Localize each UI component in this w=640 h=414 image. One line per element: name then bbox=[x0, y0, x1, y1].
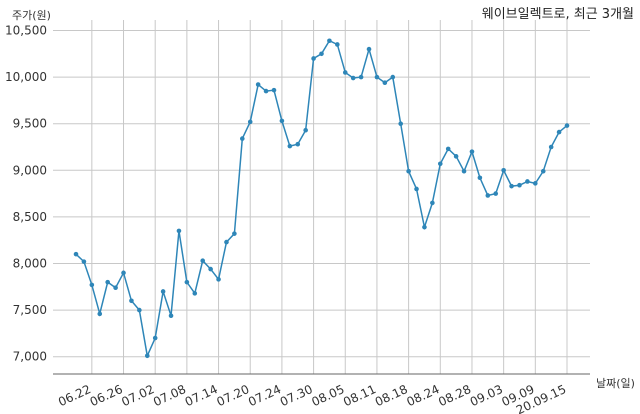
data-point bbox=[422, 224, 427, 230]
data-point bbox=[445, 146, 451, 152]
data-point bbox=[176, 228, 182, 234]
data-point bbox=[200, 258, 206, 264]
data-point bbox=[327, 38, 332, 44]
price-line bbox=[75, 39, 568, 359]
y-tick-label: 9,500 bbox=[13, 117, 47, 131]
y-tick-label: 10,000 bbox=[5, 70, 47, 84]
data-point bbox=[81, 259, 87, 264]
data-point bbox=[414, 186, 419, 192]
data-point bbox=[184, 279, 190, 285]
x-axis-label: 날짜(일) bbox=[596, 376, 635, 390]
data-point bbox=[97, 311, 103, 317]
data-point bbox=[137, 307, 142, 313]
data-point bbox=[232, 231, 237, 236]
y-tick-label: 8,500 bbox=[13, 210, 47, 224]
data-point bbox=[366, 46, 372, 52]
data-point bbox=[73, 251, 79, 257]
data-point bbox=[255, 82, 261, 87]
data-point bbox=[311, 56, 316, 61]
data-point bbox=[192, 291, 198, 296]
data-point bbox=[152, 335, 158, 341]
y-tick-label: 7,000 bbox=[13, 350, 47, 364]
data-point bbox=[453, 154, 459, 159]
data-point bbox=[477, 175, 483, 181]
data-point bbox=[271, 87, 277, 93]
y-tick-label: 9,000 bbox=[13, 163, 47, 177]
data-point bbox=[350, 75, 356, 81]
data-point bbox=[129, 298, 134, 304]
y-tick-labels: 7,000 7,500 8,000 8,500 9,000 9,500 10,000 10,5… bbox=[5, 24, 47, 364]
data-point bbox=[208, 266, 213, 272]
data-point bbox=[89, 282, 95, 288]
y-axis-label: 주가(원) bbox=[12, 9, 51, 22]
data-point bbox=[279, 118, 285, 124]
data-point bbox=[548, 144, 554, 150]
data-point bbox=[430, 200, 435, 206]
data-point bbox=[168, 313, 174, 318]
data-point bbox=[335, 42, 340, 47]
data-point bbox=[556, 129, 562, 135]
data-point bbox=[461, 168, 467, 174]
data-point bbox=[319, 51, 324, 57]
data-point bbox=[247, 119, 253, 125]
data-point bbox=[493, 191, 499, 196]
data-point bbox=[525, 179, 530, 184]
data-point bbox=[224, 239, 229, 245]
gridlines bbox=[53, 20, 590, 374]
data-point bbox=[216, 277, 221, 282]
data-point bbox=[374, 74, 380, 80]
data-point bbox=[121, 270, 126, 276]
data-point bbox=[564, 123, 570, 128]
y-tick-label: 10,500 bbox=[5, 24, 47, 38]
data-point bbox=[533, 181, 538, 186]
data-point bbox=[358, 74, 364, 80]
data-point bbox=[406, 168, 411, 174]
data-point bbox=[303, 127, 308, 133]
data-point bbox=[501, 168, 506, 173]
data-point bbox=[263, 88, 269, 94]
data-point bbox=[342, 70, 348, 75]
y-tick-label: 8,000 bbox=[13, 257, 47, 271]
data-point bbox=[113, 285, 118, 291]
data-point bbox=[105, 279, 110, 285]
data-point bbox=[517, 182, 522, 188]
chart-title: 웨이브일렉트로, 최근 3개월 bbox=[482, 7, 634, 22]
price-series bbox=[73, 38, 570, 359]
data-point bbox=[382, 80, 388, 85]
data-point bbox=[540, 168, 546, 174]
data-point bbox=[469, 149, 475, 154]
x-tick-labels: 06.2206.2607.0207.0807.1407.2007.2407.30… bbox=[56, 382, 568, 414]
data-point bbox=[509, 183, 514, 189]
data-point bbox=[485, 193, 491, 198]
data-point bbox=[398, 121, 403, 126]
data-point bbox=[160, 289, 166, 294]
data-point bbox=[295, 141, 301, 147]
data-point bbox=[287, 143, 293, 149]
data-point bbox=[240, 136, 245, 141]
y-tick-label: 7,500 bbox=[13, 303, 47, 317]
data-point bbox=[437, 161, 443, 167]
data-point bbox=[390, 74, 396, 80]
data-point bbox=[144, 353, 150, 359]
